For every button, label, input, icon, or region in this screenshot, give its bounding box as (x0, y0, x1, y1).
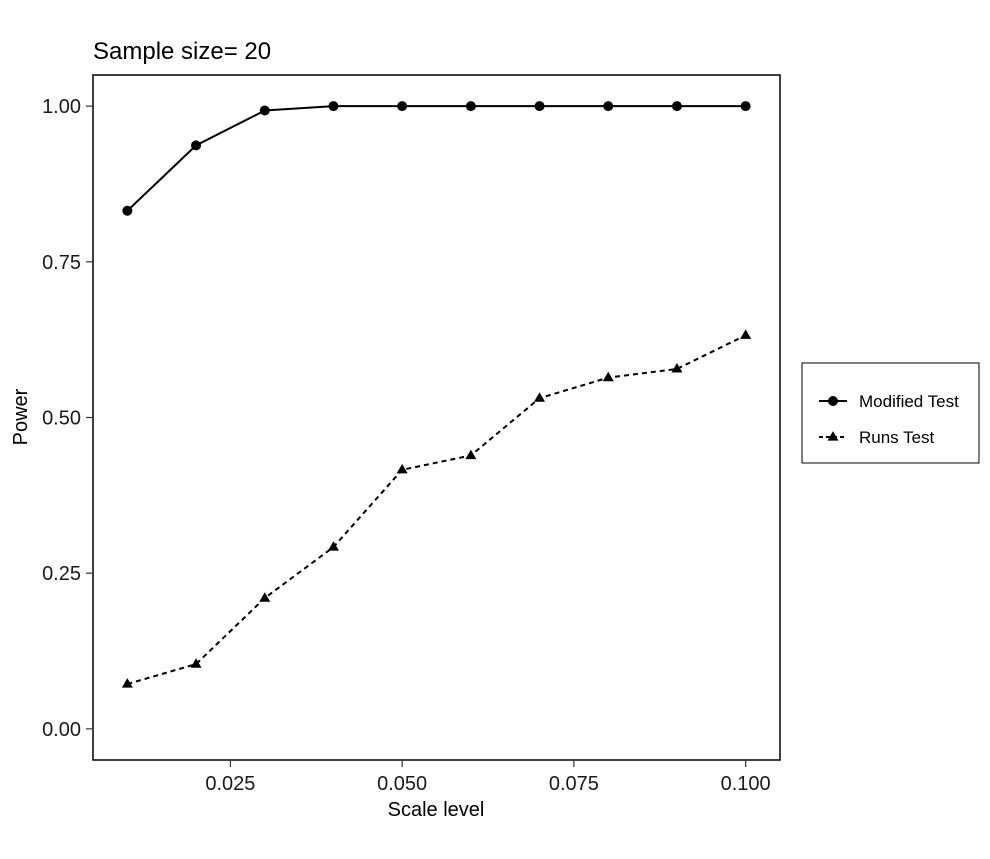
data-point (602, 371, 614, 382)
x-axis-title: Scale level (388, 799, 485, 821)
chart-title: Sample size= 20 (93, 38, 271, 65)
data-point (671, 101, 682, 112)
data-point (740, 101, 751, 112)
data-point (259, 592, 271, 602)
data-point (121, 678, 133, 688)
data-point (465, 449, 477, 460)
legend-marker (828, 396, 838, 406)
legend-item: Modified Test (819, 392, 959, 411)
plot-border (92, 74, 781, 761)
y-tick-label: 0.50 (42, 408, 81, 430)
y-tick-label: 0.25 (42, 563, 81, 585)
data-point (397, 101, 408, 112)
y-tick-label: 0.75 (42, 252, 81, 274)
series-layer (121, 101, 752, 688)
data-point (671, 363, 683, 373)
x-tick-label: 0.075 (549, 773, 599, 795)
series-line (127, 334, 747, 685)
data-point (396, 463, 408, 474)
data-point (534, 392, 546, 402)
data-point (190, 658, 202, 668)
y-axis-title: Power (10, 388, 32, 445)
series-line (126, 105, 746, 212)
x-tick-label: 0.050 (377, 773, 427, 795)
series-modified-test (122, 101, 751, 216)
legend-items: Modified Test Runs Test (819, 392, 959, 447)
x-tick-label: 0.100 (721, 773, 771, 795)
x-tick-label: 0.025 (205, 773, 255, 795)
x-axis: 0.025 0.050 0.075 0.100 (205, 760, 771, 795)
data-point (259, 105, 270, 116)
legend-box (801, 362, 980, 464)
data-point (122, 205, 133, 216)
data-point (328, 101, 339, 112)
data-point (534, 101, 545, 112)
y-axis: 0.00 0.25 0.50 0.75 1.00 (42, 96, 93, 741)
y-tick-label: 1.00 (42, 96, 81, 118)
legend-item: Runs Test (819, 428, 935, 447)
data-point (191, 140, 202, 151)
plot-area (92, 74, 781, 761)
series-runs-test (121, 329, 752, 688)
data-point (465, 101, 476, 112)
data-point (603, 101, 614, 112)
legend-label: Modified Test (859, 392, 959, 411)
legend-marker (827, 431, 839, 441)
y-tick-label: 0.00 (42, 719, 81, 741)
legend: Modified Test Runs Test (801, 362, 980, 464)
legend-label: Runs Test (859, 428, 935, 447)
data-point (327, 541, 339, 551)
data-point (740, 329, 752, 339)
